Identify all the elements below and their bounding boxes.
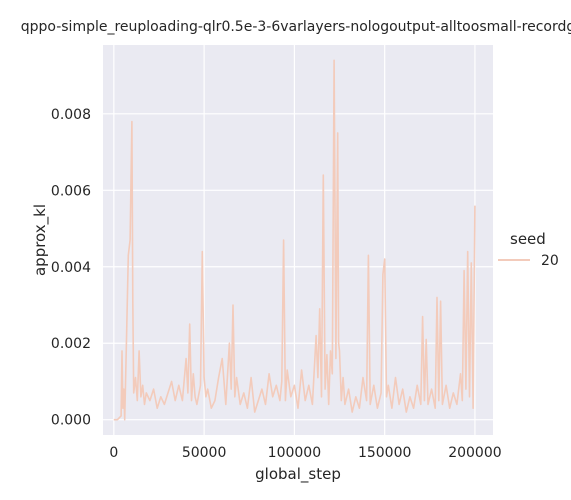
plot-area <box>103 45 493 435</box>
x-axis-label: global_step <box>255 465 341 484</box>
x-tick-label: 200000 <box>448 445 501 461</box>
legend-entry-label: 20 <box>541 253 559 269</box>
x-tick-labels: 0 50000 100000 150000 200000 <box>109 445 501 461</box>
legend: seed 20 <box>498 230 559 269</box>
x-tick-label: 0 <box>109 445 118 461</box>
y-tick-label: 0.002 <box>51 336 91 352</box>
y-axis-label: approx_kl <box>31 204 50 276</box>
series-line-20 <box>113 59 476 421</box>
y-tick-labels: 0.000 0.002 0.004 0.006 0.008 <box>51 107 91 429</box>
legend-title: seed <box>510 230 546 248</box>
y-tick-label: 0.004 <box>51 260 91 276</box>
y-tick-label: 0.008 <box>51 107 91 123</box>
x-tick-label: 150000 <box>358 445 411 461</box>
series-layer <box>113 59 476 421</box>
x-tick-label: 50000 <box>182 445 227 461</box>
y-tick-label: 0.000 <box>51 413 91 429</box>
chart-title: qppo-simple_reuploading-qlr0.5e-3-6varla… <box>21 19 571 35</box>
y-tick-label: 0.006 <box>51 183 91 199</box>
x-tick-label: 100000 <box>268 445 321 461</box>
